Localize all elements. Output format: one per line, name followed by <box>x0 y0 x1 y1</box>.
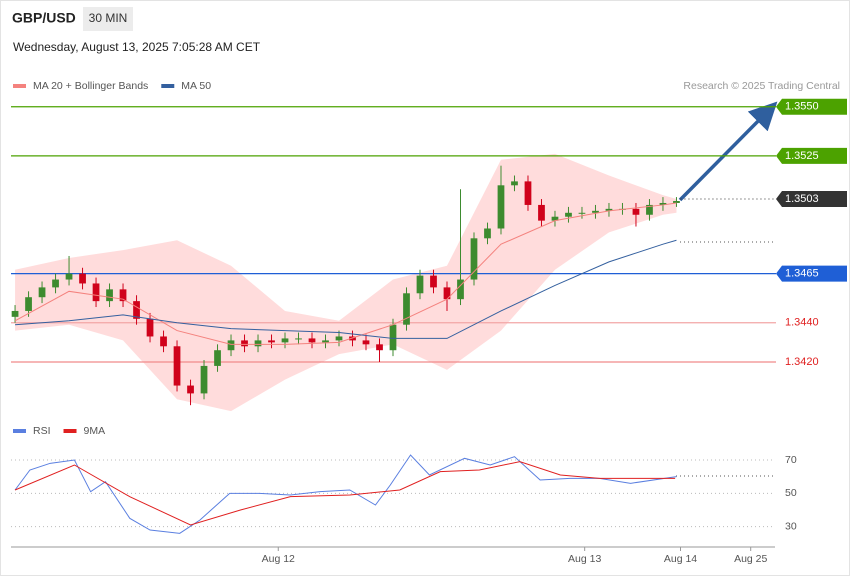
candle-body <box>443 287 451 300</box>
x-tick-label: Aug 13 <box>568 553 601 565</box>
y-tick-label: 50 <box>785 487 797 499</box>
symbol: GBP/USD <box>12 10 76 26</box>
x-tick-label: Aug 14 <box>664 553 697 565</box>
candle-body <box>133 301 140 319</box>
candle-body <box>268 340 275 343</box>
level-label: 1.3503 <box>785 193 819 205</box>
candle-body <box>362 340 370 345</box>
candle-body <box>376 344 383 351</box>
legend-swatch <box>13 84 26 88</box>
candle-body <box>632 208 640 215</box>
candle-body <box>592 210 599 213</box>
interval-box <box>83 7 133 31</box>
candle-body <box>200 365 208 394</box>
legend-swatch <box>161 84 175 88</box>
candle-body <box>511 181 518 186</box>
timestamp: Wednesday, August 13, 2025 7:05:28 AM CE… <box>13 40 261 54</box>
candle-body <box>551 216 559 221</box>
legend-label: RSI <box>33 425 51 437</box>
candle-body <box>281 338 289 343</box>
candle-body <box>11 310 19 317</box>
legend-label: MA 50 <box>181 80 211 92</box>
legend-label: MA 20 + Bollinger Bands <box>33 80 148 92</box>
rsi-line <box>14 454 677 534</box>
x-tick-label: Aug 25 <box>734 553 767 565</box>
candle-body <box>605 208 613 211</box>
x-tick-label: Aug 12 <box>262 553 295 565</box>
level-label: 1.3465 <box>785 268 819 280</box>
level-label: 1.3420 <box>785 356 819 368</box>
candle-body <box>52 279 59 288</box>
rsi-line <box>14 461 676 526</box>
candle-body <box>497 185 505 229</box>
candle-body <box>214 350 221 366</box>
candle-body <box>308 338 316 343</box>
candle-body <box>335 336 343 341</box>
level-label: 1.3440 <box>785 317 819 329</box>
candle-body <box>146 318 154 337</box>
level-badge <box>776 147 847 164</box>
candle-body <box>416 275 424 294</box>
candle-body <box>538 204 545 221</box>
candle-body <box>484 228 491 239</box>
level-badge <box>776 98 847 115</box>
candle-body <box>457 279 464 300</box>
candle-body <box>119 289 127 302</box>
candle-body <box>241 340 248 347</box>
candle-body <box>227 340 235 351</box>
candle-body <box>92 283 100 302</box>
candle-body <box>646 204 653 215</box>
candle-body <box>470 238 478 280</box>
candle-body <box>403 293 410 325</box>
legend-swatch <box>63 429 77 433</box>
candle-body <box>79 273 86 284</box>
level-badge <box>776 265 847 282</box>
candle-body <box>430 275 437 288</box>
level-badge <box>776 191 847 208</box>
candle-body <box>173 346 181 386</box>
y-tick-label: 70 <box>785 454 797 466</box>
candle-body <box>65 273 73 280</box>
candle-body <box>295 338 302 340</box>
moving-average <box>15 239 677 339</box>
credit: Research © 2025 Trading Central <box>683 80 840 92</box>
moving-average <box>14 202 677 345</box>
candle-body <box>673 201 680 203</box>
candle-body <box>38 287 46 298</box>
interval: 30 MIN <box>89 11 128 25</box>
forecast-arrow <box>678 101 778 202</box>
level-label: 1.3525 <box>785 150 819 162</box>
candle-body <box>106 289 113 302</box>
candle-body <box>659 202 667 205</box>
legend-swatch <box>13 429 26 433</box>
candle-body <box>578 212 586 214</box>
candle-body <box>187 385 194 394</box>
y-tick-label: 30 <box>785 520 797 532</box>
candle-body <box>322 340 329 343</box>
candle-body <box>25 297 32 311</box>
candle-body <box>254 340 262 347</box>
candle-body <box>524 181 532 205</box>
candle-body <box>389 324 397 351</box>
level-label: 1.3550 <box>785 101 819 113</box>
legend-label: 9MA <box>84 425 106 437</box>
candle-body <box>160 336 167 347</box>
candle-body <box>565 212 572 217</box>
